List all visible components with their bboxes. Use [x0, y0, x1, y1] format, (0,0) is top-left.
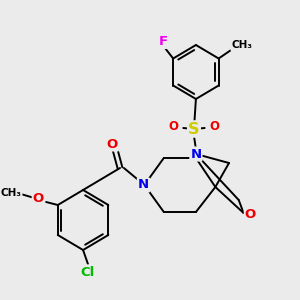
Text: O: O: [209, 119, 219, 133]
Text: O: O: [169, 119, 178, 133]
Text: N: N: [190, 148, 202, 160]
Text: O: O: [245, 208, 256, 220]
Text: CH₃: CH₃: [232, 40, 253, 50]
Text: F: F: [159, 35, 168, 48]
Text: S: S: [188, 122, 200, 136]
Text: N: N: [138, 178, 149, 191]
Text: O: O: [106, 137, 118, 151]
Text: CH₃: CH₃: [1, 188, 22, 198]
Text: O: O: [33, 193, 44, 206]
Text: Cl: Cl: [81, 266, 95, 278]
